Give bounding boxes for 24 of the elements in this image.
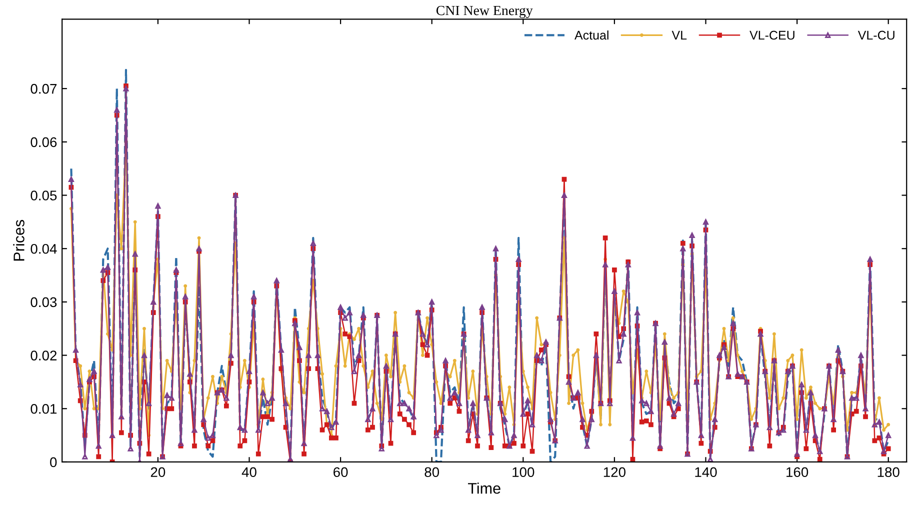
x-tick-label: 80 bbox=[424, 467, 440, 478]
y-tick-label: 0.05 bbox=[30, 190, 57, 200]
x-tick-label: 60 bbox=[334, 467, 348, 478]
x-axis-title: Time bbox=[468, 482, 500, 494]
x-tick-label: 160 bbox=[786, 467, 808, 478]
x-tick-label: 140 bbox=[695, 467, 717, 478]
y-tick-label: 0.01 bbox=[30, 404, 57, 414]
legend-label: VL bbox=[672, 30, 687, 40]
y-axis-title: Prices bbox=[13, 220, 24, 261]
legend-label: VL-CEU bbox=[750, 30, 794, 40]
x-tick-label: 120 bbox=[604, 467, 626, 478]
y-tick-label: 0.06 bbox=[30, 137, 57, 148]
x-tick-label: 180 bbox=[878, 467, 900, 478]
y-tick-label: 0.02 bbox=[30, 350, 57, 360]
y-tick-label: 0.04 bbox=[30, 244, 57, 254]
legend-label: Actual bbox=[574, 30, 608, 40]
y-tick-label: 0.03 bbox=[30, 297, 57, 308]
y-tick-label: 0 bbox=[50, 457, 57, 468]
x-tick-label: 40 bbox=[242, 467, 256, 478]
y-tick-label: 0.07 bbox=[30, 84, 57, 94]
x-tick-label: 20 bbox=[150, 467, 166, 478]
x-tick-label: 100 bbox=[512, 467, 534, 478]
chart-title: CNI New Energy bbox=[436, 6, 533, 18]
legend-label: VL-CU bbox=[858, 30, 894, 40]
